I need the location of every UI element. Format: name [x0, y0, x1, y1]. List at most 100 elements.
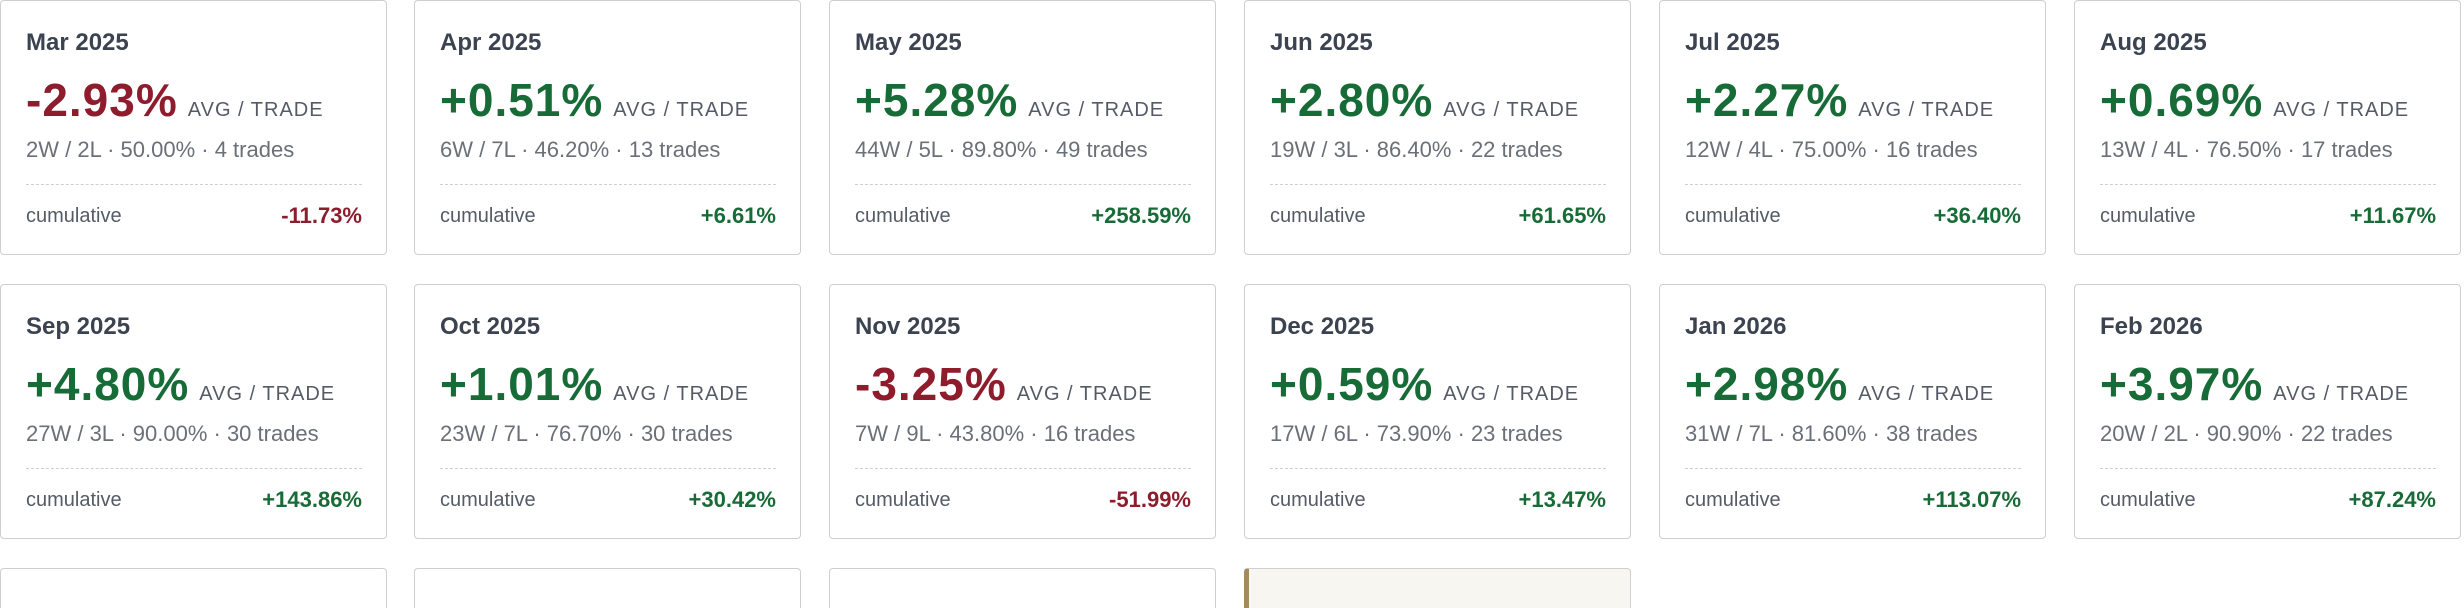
- cumulative-label: cumulative: [1270, 205, 1366, 227]
- avg-row: -2.93% AVG / TRADE: [26, 73, 324, 127]
- avg-per-trade-label: AVG / TRADE: [2273, 99, 2410, 121]
- card-stats: 31W / 7L · 81.60% · 38 trades: [1685, 421, 1978, 446]
- cumulative-value: +87.24%: [2348, 487, 2436, 512]
- card-stats: 6W / 7L · 46.20% · 13 trades: [440, 137, 721, 162]
- cumulative-label: cumulative: [2100, 489, 2196, 511]
- avg-per-trade-label: AVG / TRADE: [187, 99, 324, 121]
- avg-per-trade-label: AVG / TRADE: [613, 383, 750, 405]
- cumulative-label: cumulative: [440, 489, 536, 511]
- card-stats: 7W / 9L · 43.80% · 16 trades: [855, 421, 1136, 446]
- avg-per-trade-label: AVG / TRADE: [613, 99, 750, 121]
- avg-row: +4.80% AVG / TRADE: [26, 357, 335, 411]
- card-stats: 44W / 5L · 89.80% · 49 trades: [855, 137, 1148, 162]
- avg-per-trade-value: +0.59%: [1270, 358, 1434, 410]
- cumulative-label: cumulative: [855, 489, 951, 511]
- month-card-may-2025[interactable]: May 2025 +5.28% AVG / TRADE 44W / 5L · 89…: [829, 0, 1216, 255]
- card-month: Mar 2025: [26, 29, 129, 56]
- cumulative-value: +6.61%: [700, 203, 776, 228]
- avg-per-trade-value: +3.97%: [2100, 358, 2264, 410]
- cumulative-value: +143.86%: [262, 487, 362, 512]
- card-month: May 2025: [855, 29, 962, 56]
- avg-per-trade-value: +4.80%: [26, 358, 190, 410]
- avg-per-trade-label: AVG / TRADE: [2273, 383, 2410, 405]
- divider: [1685, 184, 2021, 185]
- avg-row: -3.25% AVG / TRADE: [855, 357, 1153, 411]
- avg-row: +0.51% AVG / TRADE: [440, 73, 749, 127]
- cumulative-value: +30.42%: [688, 487, 776, 512]
- avg-row: +1.01% AVG / TRADE: [440, 357, 749, 411]
- divider: [440, 468, 776, 469]
- avg-per-trade-value: -3.25%: [855, 358, 1007, 410]
- cumulative-value: +13.47%: [1518, 487, 1606, 512]
- avg-row: +0.69% AVG / TRADE: [2100, 73, 2409, 127]
- avg-per-trade-label: AVG / TRADE: [1028, 99, 1165, 121]
- avg-row: +5.28% AVG / TRADE: [855, 73, 1164, 127]
- cumulative-label: cumulative: [1270, 489, 1366, 511]
- avg-per-trade-value: -2.93%: [26, 74, 178, 126]
- divider: [1685, 468, 2021, 469]
- month-card-partial[interactable]: [829, 568, 1216, 608]
- avg-per-trade-value: +2.27%: [1685, 74, 1849, 126]
- cumulative-value: -11.73%: [281, 203, 362, 228]
- month-card-feb-2026[interactable]: Feb 2026 +3.97% AVG / TRADE 20W / 2L · 90…: [2074, 284, 2461, 539]
- avg-per-trade-label: AVG / TRADE: [1858, 383, 1995, 405]
- avg-per-trade-label: AVG / TRADE: [1858, 99, 1995, 121]
- month-card-partial[interactable]: [414, 568, 801, 608]
- card-stats: 23W / 7L · 76.70% · 30 trades: [440, 421, 733, 446]
- month-card-jul-2025[interactable]: Jul 2025 +2.27% AVG / TRADE 12W / 4L · 75…: [1659, 0, 2046, 255]
- avg-per-trade-value: +0.69%: [2100, 74, 2264, 126]
- card-stats: 17W / 6L · 73.90% · 23 trades: [1270, 421, 1563, 446]
- avg-per-trade-label: AVG / TRADE: [1443, 99, 1580, 121]
- card-month: Feb 2026: [2100, 313, 2203, 340]
- divider: [1270, 468, 1606, 469]
- cumulative-value: +113.07%: [1922, 487, 2021, 512]
- card-month: Sep 2025: [26, 313, 131, 340]
- month-card-jun-2025[interactable]: Jun 2025 +2.80% AVG / TRADE 19W / 3L · 86…: [1244, 0, 1631, 255]
- divider: [440, 184, 776, 185]
- avg-per-trade-value: +2.98%: [1685, 358, 1849, 410]
- month-card-sep-2025[interactable]: Sep 2025 +4.80% AVG / TRADE 27W / 3L · 90…: [0, 284, 387, 539]
- card-stats: 2W / 2L · 50.00% · 4 trades: [26, 137, 295, 162]
- card-stats: 27W / 3L · 90.00% · 30 trades: [26, 421, 319, 446]
- month-card-dec-2025[interactable]: Dec 2025 +0.59% AVG / TRADE 17W / 6L · 73…: [1244, 284, 1631, 539]
- avg-row: +2.27% AVG / TRADE: [1685, 73, 1994, 127]
- cumulative-label: cumulative: [1685, 205, 1781, 227]
- card-month: Nov 2025: [855, 313, 961, 340]
- card-month: Dec 2025: [1270, 313, 1375, 340]
- cumulative-value: +258.59%: [1091, 203, 1191, 228]
- divider: [26, 468, 362, 469]
- card-stats: 20W / 2L · 90.90% · 22 trades: [2100, 421, 2393, 446]
- avg-row: +2.98% AVG / TRADE: [1685, 357, 1994, 411]
- cumulative-value: +61.65%: [1518, 203, 1606, 228]
- card-month: Oct 2025: [440, 313, 541, 340]
- avg-row: +0.59% AVG / TRADE: [1270, 357, 1579, 411]
- card-month: Jul 2025: [1685, 29, 1780, 56]
- card-month: Jun 2025: [1270, 29, 1373, 56]
- month-card-current-partial[interactable]: [1244, 568, 1631, 608]
- divider: [1270, 184, 1606, 185]
- avg-per-trade-label: AVG / TRADE: [1016, 383, 1153, 405]
- month-card-oct-2025[interactable]: Oct 2025 +1.01% AVG / TRADE 23W / 7L · 76…: [414, 284, 801, 539]
- avg-row: +2.80% AVG / TRADE: [1270, 73, 1579, 127]
- avg-per-trade-value: +0.51%: [440, 74, 604, 126]
- month-card-mar-2025[interactable]: Mar 2025 -2.93% AVG / TRADE 2W / 2L · 50.…: [0, 0, 387, 255]
- avg-row: +3.97% AVG / TRADE: [2100, 357, 2409, 411]
- month-card-nov-2025[interactable]: Nov 2025 -3.25% AVG / TRADE 7W / 9L · 43.…: [829, 284, 1216, 539]
- card-month: Aug 2025: [2100, 29, 2207, 56]
- divider: [855, 468, 1191, 469]
- divider: [26, 184, 362, 185]
- month-card-aug-2025[interactable]: Aug 2025 +0.69% AVG / TRADE 13W / 4L · 76…: [2074, 0, 2461, 255]
- cumulative-label: cumulative: [440, 205, 536, 227]
- cumulative-label: cumulative: [26, 205, 122, 227]
- month-card-jan-2026[interactable]: Jan 2026 +2.98% AVG / TRADE 31W / 7L · 81…: [1659, 284, 2046, 539]
- card-month: Apr 2025: [440, 29, 542, 56]
- month-card-partial[interactable]: [0, 568, 387, 608]
- divider: [855, 184, 1191, 185]
- avg-per-trade-value: +5.28%: [855, 74, 1019, 126]
- cumulative-value: -51.99%: [1109, 487, 1191, 512]
- card-month: Jan 2026: [1685, 313, 1787, 340]
- month-card-apr-2025[interactable]: Apr 2025 +0.51% AVG / TRADE 6W / 7L · 46.…: [414, 0, 801, 255]
- avg-per-trade-label: AVG / TRADE: [1443, 383, 1580, 405]
- card-stats: 13W / 4L · 76.50% · 17 trades: [2100, 137, 2393, 162]
